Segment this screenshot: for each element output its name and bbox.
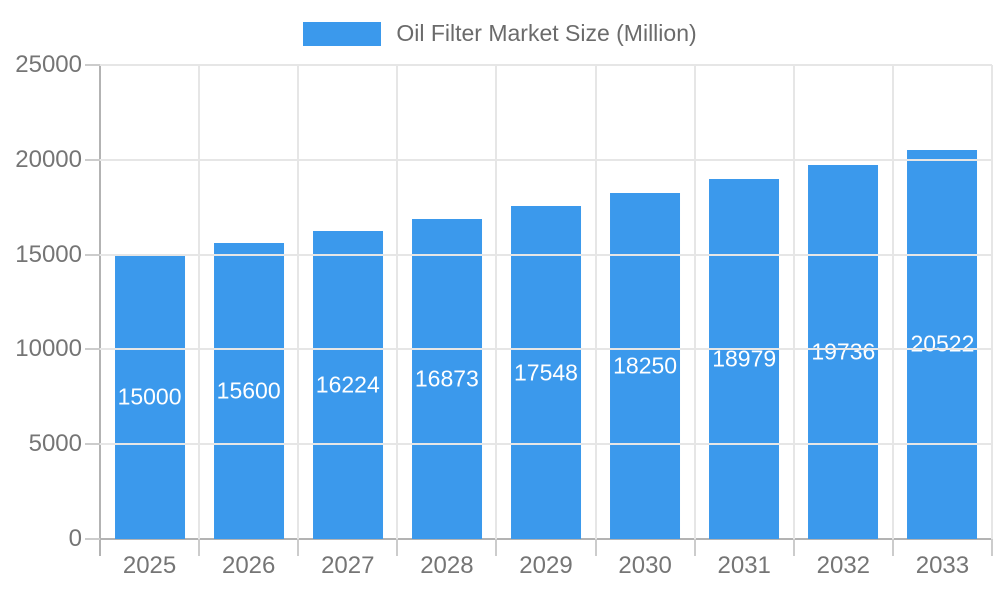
gridline-horizontal	[100, 158, 992, 161]
y-axis-tick	[85, 158, 100, 161]
bar-slot: 16873	[397, 65, 496, 539]
bar-slot: 15000	[100, 65, 199, 539]
bar: 20522	[907, 149, 978, 539]
x-axis-tick	[495, 539, 498, 556]
x-axis-labels: 2025 2026 2027 2028 2029 2030 2031 2032 2033	[100, 552, 992, 580]
bar: 16224	[312, 231, 383, 539]
bar-slot: 17548	[496, 65, 595, 539]
chart-legend: Oil Filter Market Size (Million)	[0, 20, 1000, 47]
bar-slot: 18979	[695, 65, 794, 539]
bar-slot: 15600	[199, 65, 298, 539]
gridline-vertical	[792, 65, 795, 539]
bar-slot: 18250	[596, 65, 695, 539]
bar: 15000	[114, 254, 185, 539]
y-axis-tick	[85, 538, 100, 540]
y-axis-tick	[85, 348, 100, 351]
x-axis-tick	[198, 539, 201, 556]
y-tick-label: 0	[68, 525, 82, 552]
gridline-vertical	[198, 65, 201, 539]
bar: 19736	[808, 164, 879, 539]
bar-value-label: 15000	[117, 383, 182, 410]
gridline-horizontal	[100, 253, 992, 256]
x-tick-label: 2027	[321, 552, 375, 579]
y-tick-label: 5000	[28, 430, 82, 458]
x-tick-label: 2033	[915, 552, 970, 579]
legend-label: Oil Filter Market Size (Million)	[396, 20, 697, 46]
gridline-horizontal	[100, 443, 992, 446]
bar: 17548	[511, 206, 581, 539]
gridline-horizontal	[100, 64, 992, 66]
gridline-vertical	[297, 65, 300, 539]
x-axis-line	[100, 538, 992, 540]
x-tick-label: 2030	[618, 552, 672, 579]
y-axis-tick	[85, 443, 100, 446]
x-axis-tick	[297, 539, 300, 556]
x-axis-tick	[792, 539, 795, 556]
bar: 16873	[411, 219, 482, 539]
x-axis-tick	[693, 539, 696, 556]
y-axis-line	[99, 65, 101, 556]
bar-value-label: 18250	[613, 352, 678, 379]
gridline-vertical	[891, 65, 894, 539]
x-tick-label: 2025	[122, 552, 177, 579]
x-tick-label: 2031	[717, 552, 771, 579]
bar-value-label: 16224	[315, 371, 380, 398]
x-tick-label: 2029	[519, 552, 573, 579]
x-tick-label: 2026	[221, 552, 276, 579]
bar-value-label: 20522	[910, 330, 975, 357]
bar-value-label: 16873	[414, 365, 479, 392]
bar: 18979	[709, 179, 780, 539]
gridline-vertical	[396, 65, 399, 539]
y-axis-tick	[85, 253, 100, 256]
bar: 18250	[610, 192, 681, 539]
x-tick-label: 2028	[420, 552, 474, 579]
x-axis-tick	[991, 539, 993, 556]
x-axis-tick	[396, 539, 399, 556]
y-axis-labels: 0 5000 10000 15000 20000 25000	[0, 51, 82, 552]
gridline-vertical	[991, 65, 993, 539]
y-tick-label: 25000	[15, 51, 82, 78]
bar: 15600	[213, 243, 284, 539]
bar-value-label: 15600	[216, 377, 281, 404]
gridline-vertical	[594, 65, 597, 539]
gridline-vertical	[693, 65, 696, 539]
x-axis-tick	[891, 539, 894, 556]
gridline-vertical	[495, 65, 498, 539]
bar-slot: 20522	[893, 65, 992, 539]
bar-slot: 16224	[298, 65, 397, 539]
bar-value-label: 19736	[811, 338, 876, 365]
legend-swatch	[303, 21, 382, 46]
x-tick-label: 2032	[816, 552, 871, 579]
bars-container: 15000 15600 16224 16873 17548 18250 18979 19736…	[100, 65, 992, 539]
y-tick-label: 10000	[15, 335, 82, 363]
x-axis-tick	[594, 539, 597, 556]
bar-slot: 19736	[794, 65, 893, 539]
bar-value-label: 17548	[514, 359, 578, 386]
gridline-horizontal	[100, 348, 992, 351]
y-tick-label: 15000	[15, 240, 82, 268]
plot-area: 15000 15600 16224 16873 17548 18250 18979 19736…	[85, 64, 993, 579]
y-tick-label: 20000	[15, 145, 82, 173]
y-axis-tick	[85, 64, 100, 66]
